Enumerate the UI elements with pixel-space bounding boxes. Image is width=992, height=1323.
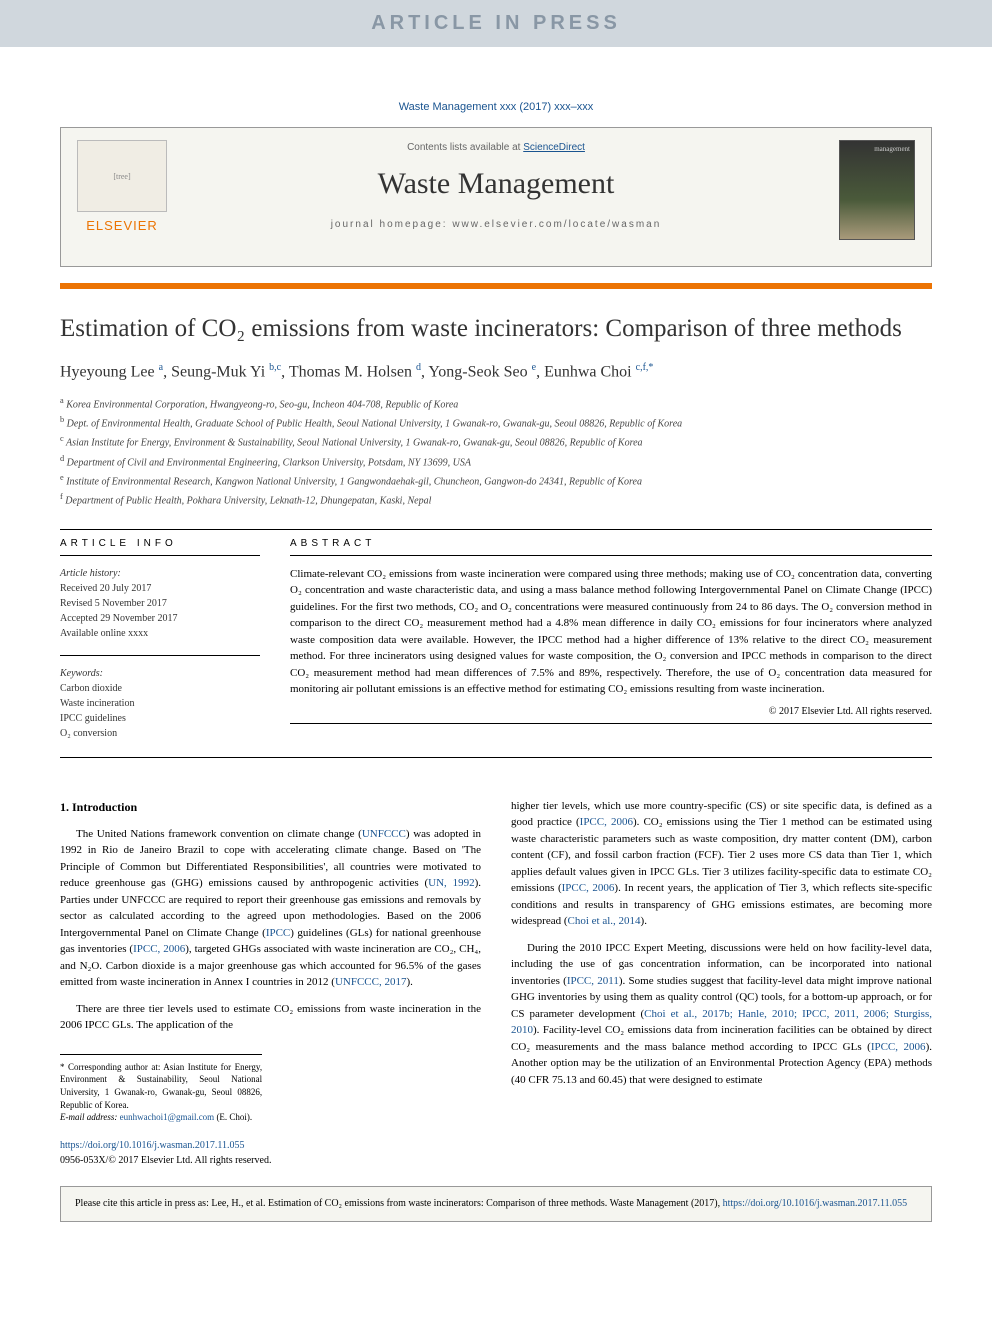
citation-link[interactable]: UNFCCC [362, 828, 406, 840]
history-line: Received 20 July 2017 [60, 581, 260, 596]
doi-link[interactable]: https://doi.org/10.1016/j.wasman.2017.11… [60, 1140, 244, 1151]
abstract-copyright: © 2017 Elsevier Ltd. All rights reserved… [290, 706, 932, 717]
homepage-url: www.elsevier.com/locate/wasman [452, 219, 661, 230]
citation-link[interactable]: IPCC, 2006 [871, 1041, 926, 1053]
journal-name: Waste Management [77, 167, 915, 201]
contents-line: Contents lists available at ScienceDirec… [77, 142, 915, 153]
rule [60, 655, 260, 656]
affiliation: a Korea Environmental Corporation, Hwang… [60, 395, 932, 412]
corresponding-author-note: * Corresponding author at: Asian Institu… [60, 1061, 262, 1111]
keywords-block: Keywords: Carbon dioxideWaste incinerati… [60, 666, 260, 741]
affiliation: f Department of Public Health, Pokhara U… [60, 491, 932, 508]
affiliation: e Institute of Environmental Research, K… [60, 472, 932, 489]
body-text: 1. Introduction The United Nations frame… [60, 798, 932, 1168]
sciencedirect-link[interactable]: ScienceDirect [523, 142, 585, 153]
affiliations: a Korea Environmental Corporation, Hwang… [60, 395, 932, 509]
left-column: 1. Introduction The United Nations frame… [60, 798, 481, 1168]
paragraph: The United Nations framework convention … [60, 826, 481, 991]
elsevier-logo: [tree] ELSEVIER [77, 140, 167, 250]
abstract-text: Climate-relevant CO₂ emissions from wast… [290, 566, 932, 698]
citation-link[interactable]: UN, 1992 [428, 877, 474, 889]
citation-link[interactable]: Choi et al., 2017b; Hanle, 2010; IPCC, 2… [511, 1008, 932, 1037]
keyword: Waste incineration [60, 696, 260, 711]
affiliation: d Department of Civil and Environmental … [60, 453, 932, 470]
paragraph: There are three tier levels used to esti… [60, 1001, 481, 1034]
footnotes: * Corresponding author at: Asian Institu… [60, 1054, 262, 1124]
cite-prefix: Please cite this article in press as: Le… [75, 1198, 723, 1209]
history-line: Accepted 29 November 2017 [60, 611, 260, 626]
accent-rule [60, 283, 932, 289]
publisher-name: ELSEVIER [77, 218, 167, 233]
citation-link[interactable]: UNFCCC, 2017 [335, 976, 407, 988]
homepage-prefix: journal homepage: [331, 219, 453, 230]
rule [290, 723, 932, 724]
citation-link[interactable]: Choi et al., 2014 [568, 915, 641, 927]
corresponding-email-link[interactable]: eunhwachoi1@gmail.com [120, 1112, 215, 1122]
history-line: Available online xxxx [60, 626, 260, 641]
journal-header: [tree] ELSEVIER management Contents list… [60, 127, 932, 267]
cite-doi-link[interactable]: https://doi.org/10.1016/j.wasman.2017.11… [723, 1198, 907, 1209]
page-content: Waste Management xxx (2017) xxx–xxx [tre… [0, 47, 992, 1262]
affiliation: b Dept. of Environmental Health, Graduat… [60, 414, 932, 431]
citation-link[interactable]: IPCC, 2006 [562, 882, 615, 894]
history-label: Article history: [60, 566, 260, 581]
email-line: E-mail address: eunhwachoi1@gmail.com (E… [60, 1111, 262, 1124]
abstract-label: ABSTRACT [290, 538, 932, 549]
keyword: IPCC guidelines [60, 711, 260, 726]
contents-prefix: Contents lists available at [407, 142, 523, 153]
homepage-line: journal homepage: www.elsevier.com/locat… [77, 219, 915, 230]
header-center: Contents lists available at ScienceDirec… [77, 138, 915, 230]
journal-cover-thumbnail: management [839, 140, 915, 240]
issn-copyright: 0956-053X/© 2017 Elsevier Ltd. All right… [60, 1155, 271, 1166]
article-in-press-banner: ARTICLE IN PRESS [0, 0, 992, 47]
paragraph: higher tier levels, which use more count… [511, 798, 932, 930]
article-title: Estimation of CO₂ emissions from waste i… [60, 313, 932, 346]
keyword: Carbon dioxide [60, 681, 260, 696]
paragraph: During the 2010 IPCC Expert Meeting, dis… [511, 940, 932, 1089]
article-info-column: ARTICLE INFO Article history: Received 2… [60, 538, 260, 741]
citation-link[interactable]: IPCC, 2006 [580, 816, 633, 828]
rule [60, 757, 932, 758]
citation-link[interactable]: IPCC, 2011 [567, 975, 619, 987]
email-suffix: (E. Choi). [214, 1112, 252, 1122]
history-line: Revised 5 November 2017 [60, 596, 260, 611]
elsevier-tree-icon: [tree] [77, 140, 167, 212]
author-list: Hyeyoung Lee a, Seung-Muk Yi b,c, Thomas… [60, 362, 932, 381]
abstract-column: ABSTRACT Climate-relevant CO₂ emissions … [290, 538, 932, 741]
info-abstract-row: ARTICLE INFO Article history: Received 2… [60, 538, 932, 741]
keywords-label: Keywords: [60, 666, 260, 681]
section-heading: 1. Introduction [60, 798, 481, 816]
citation-link[interactable]: IPCC, 2006 [133, 943, 185, 955]
journal-reference: Waste Management xxx (2017) xxx–xxx [60, 87, 932, 127]
keyword: O₂ conversion [60, 726, 260, 741]
article-history: Article history: Received 20 July 2017Re… [60, 566, 260, 641]
right-column: higher tier levels, which use more count… [511, 798, 932, 1168]
doi-block: https://doi.org/10.1016/j.wasman.2017.11… [60, 1138, 481, 1168]
citation-link[interactable]: IPCC [266, 927, 290, 939]
rule [290, 555, 932, 556]
affiliation: c Asian Institute for Energy, Environmen… [60, 433, 932, 450]
email-label: E-mail address: [60, 1112, 120, 1122]
rule [60, 529, 932, 530]
citation-box: Please cite this article in press as: Le… [60, 1186, 932, 1222]
rule [60, 555, 260, 556]
article-info-label: ARTICLE INFO [60, 538, 260, 549]
